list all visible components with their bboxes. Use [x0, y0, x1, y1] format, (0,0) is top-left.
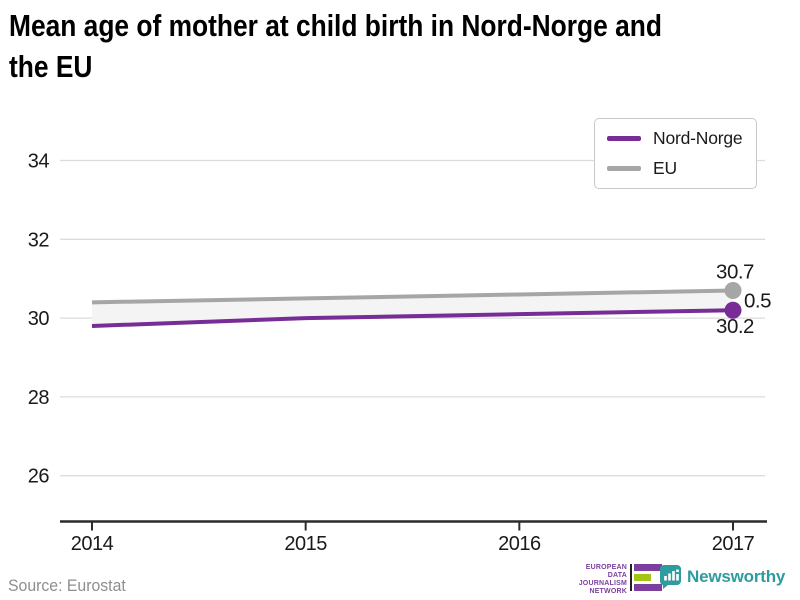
legend-label: EU	[653, 158, 677, 178]
chart-title: Mean age of mother at child birth in Nor…	[9, 8, 662, 84]
edjn-logo-text: EUROPEAN DATA JOURNALISM NETWORK	[563, 564, 627, 595]
x-tick-label: 2017	[712, 533, 755, 555]
edjn-bar-green	[634, 574, 651, 581]
legend-item-eu: EU	[607, 158, 742, 179]
y-tick-label: 28	[28, 387, 50, 409]
y-tick-label: 26	[28, 466, 50, 488]
newsworthy-logo-text: Newsworthy	[687, 567, 786, 586]
end-point-eu	[724, 282, 742, 300]
legend-label: Nord-Norge	[653, 128, 743, 148]
edjn-line-3: NETWORK	[589, 588, 627, 595]
edjn-line-2: DATA JOURNALISM	[578, 572, 627, 587]
legend-item-nord-norge: Nord-Norge	[607, 128, 743, 149]
edjn-bars	[634, 564, 662, 591]
value-label: 0.5	[744, 289, 771, 312]
edjn-line-1: EUROPEAN	[585, 564, 627, 571]
x-tick-label: 2015	[284, 533, 327, 555]
value-label: 30.7	[716, 261, 754, 284]
series-line-eu	[91, 288, 734, 305]
edjn-bar-purple-top	[634, 564, 662, 571]
series-line-nord-norge	[91, 308, 734, 328]
value-label: 30.2	[716, 315, 754, 338]
y-tick-label: 34	[28, 151, 50, 173]
edjn-logo: EUROPEAN DATA JOURNALISM NETWORK	[563, 564, 662, 595]
y-tick-label: 32	[28, 229, 50, 251]
y-tick-label: 30	[28, 308, 50, 330]
edjn-bar-purple-bottom	[634, 584, 662, 591]
legend-swatch-eu	[607, 166, 641, 171]
end-point-nord-norge	[724, 301, 742, 319]
newsworthy-logo: Newsworthy	[660, 565, 785, 589]
edjn-divider	[630, 564, 632, 591]
legend-swatch-nord-norge	[607, 136, 641, 141]
x-tick-label: 2014	[71, 533, 114, 555]
x-tick-label: 2016	[498, 533, 541, 555]
legend: Nord-Norge EU	[594, 118, 758, 189]
source-caption: Source: Eurostat	[8, 576, 126, 595]
newsworthy-chart-icon	[660, 565, 681, 589]
